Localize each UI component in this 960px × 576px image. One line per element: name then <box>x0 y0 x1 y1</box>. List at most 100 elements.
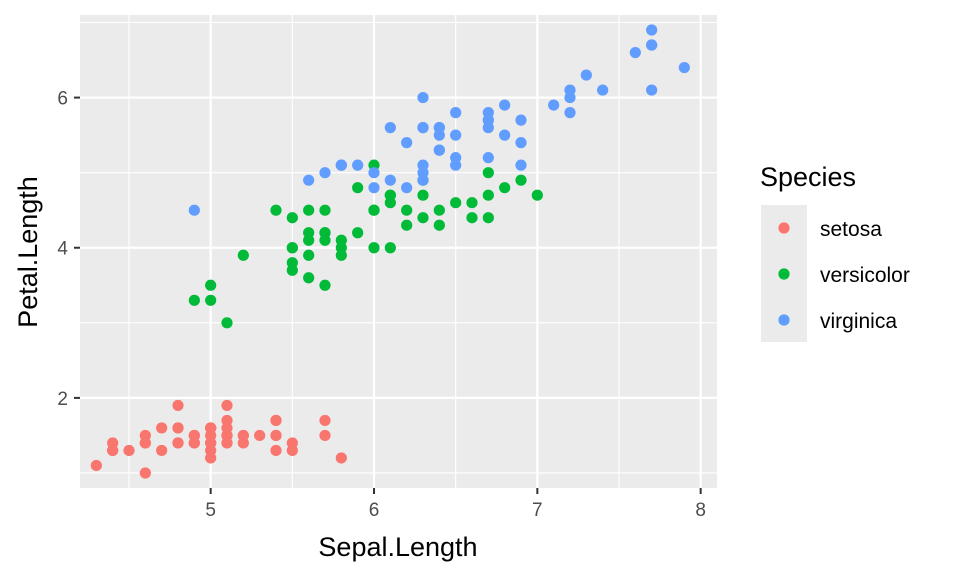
data-point-virginica <box>629 46 641 59</box>
data-point-versicolor <box>335 242 347 254</box>
data-point-virginica <box>515 159 527 171</box>
data-point-virginica <box>368 182 380 194</box>
data-point-versicolor <box>237 249 249 261</box>
data-point-virginica <box>384 174 396 186</box>
data-point-virginica <box>515 114 527 126</box>
data-point-setosa <box>254 429 266 442</box>
minor-gridlines <box>80 15 717 488</box>
data-point-virginica <box>368 167 380 179</box>
data-point-virginica <box>564 91 576 104</box>
data-point-versicolor <box>303 204 315 216</box>
data-point-versicolor <box>499 182 511 194</box>
data-point-virginica <box>499 99 511 111</box>
x-tick-label: 6 <box>369 500 380 521</box>
data-point-versicolor <box>319 234 331 246</box>
data-point-virginica <box>188 204 200 216</box>
data-point-setosa <box>286 444 298 457</box>
data-point-setosa <box>335 452 347 464</box>
data-point-setosa <box>156 444 168 457</box>
data-point-virginica <box>352 159 364 171</box>
data-point-versicolor <box>286 264 298 276</box>
y-axis-title: Petal.Length <box>13 176 43 328</box>
data-point-versicolor <box>303 272 315 284</box>
data-point-virginica <box>678 61 690 74</box>
data-point-virginica <box>450 107 462 119</box>
data-point-setosa <box>139 467 151 479</box>
data-point-setosa <box>172 437 184 449</box>
data-point-versicolor <box>286 242 298 254</box>
data-point-setosa <box>188 437 200 449</box>
data-point-versicolor <box>188 294 200 306</box>
data-point-versicolor <box>319 279 331 291</box>
data-point-versicolor <box>433 219 445 231</box>
data-point-versicolor <box>482 212 494 224</box>
data-point-setosa <box>270 444 282 457</box>
data-point-virginica <box>482 152 494 164</box>
legend-label-versicolor: versicolor <box>820 264 910 287</box>
y-tick-label: 2 <box>57 389 68 410</box>
data-point-setosa <box>205 422 217 434</box>
legend-key-setosa <box>778 222 790 234</box>
y-tick-label: 4 <box>57 239 68 260</box>
y-axis-ticks: 2 4 6 <box>57 89 80 410</box>
data-point-versicolor <box>303 227 315 239</box>
data-point-setosa <box>319 414 331 427</box>
data-point-versicolor <box>384 242 396 254</box>
data-point-setosa <box>270 414 282 427</box>
data-point-versicolor <box>205 279 217 291</box>
x-tick-label: 5 <box>205 500 216 521</box>
data-point-versicolor <box>352 182 364 194</box>
data-point-versicolor <box>417 212 429 224</box>
data-point-versicolor <box>417 189 429 201</box>
data-point-versicolor <box>368 242 380 254</box>
data-point-virginica <box>450 129 462 141</box>
data-point-virginica <box>401 182 413 194</box>
legend-key-versicolor <box>778 268 790 280</box>
data-point-versicolor <box>401 204 413 216</box>
legend: Species setosa versicolor virginica <box>760 162 910 342</box>
data-point-setosa <box>237 429 249 442</box>
x-tick-label: 8 <box>695 500 706 521</box>
data-point-versicolor <box>466 197 478 209</box>
data-point-setosa <box>319 429 331 442</box>
data-point-virginica <box>515 137 527 149</box>
data-point-virginica <box>499 129 511 141</box>
legend-title: Species <box>760 162 856 192</box>
legend-label-virginica: virginica <box>820 310 897 333</box>
data-point-virginica <box>401 137 413 149</box>
data-point-virginica <box>417 167 429 179</box>
data-point-versicolor <box>482 189 494 201</box>
y-tick-label: 6 <box>57 89 68 110</box>
data-point-setosa <box>221 422 233 434</box>
data-point-versicolor <box>303 249 315 261</box>
data-point-versicolor <box>270 204 282 216</box>
data-point-versicolor <box>368 204 380 216</box>
x-tick-label: 7 <box>532 500 543 521</box>
data-point-setosa <box>270 429 282 442</box>
data-point-virginica <box>417 91 429 104</box>
data-point-virginica <box>646 24 658 36</box>
data-point-virginica <box>597 84 609 96</box>
data-point-virginica <box>450 152 462 164</box>
data-point-virginica <box>646 84 658 96</box>
data-point-versicolor <box>433 204 445 216</box>
data-point-setosa <box>156 422 168 434</box>
data-point-virginica <box>564 107 576 119</box>
x-axis-ticks: 5 6 7 8 <box>205 488 706 521</box>
data-points <box>90 24 690 479</box>
data-point-setosa <box>123 444 135 457</box>
data-point-virginica <box>646 39 658 51</box>
data-point-setosa <box>172 399 184 412</box>
legend-key-virginica <box>778 314 790 326</box>
data-point-versicolor <box>450 197 462 209</box>
legend-label-setosa: setosa <box>820 218 882 241</box>
data-point-setosa <box>139 437 151 449</box>
x-axis-title: Sepal.Length <box>318 532 477 562</box>
data-point-setosa <box>221 399 233 412</box>
data-point-setosa <box>205 437 217 449</box>
plot-panel <box>80 15 717 488</box>
data-point-setosa <box>172 422 184 434</box>
data-point-virginica <box>335 159 347 171</box>
data-point-versicolor <box>205 294 217 306</box>
